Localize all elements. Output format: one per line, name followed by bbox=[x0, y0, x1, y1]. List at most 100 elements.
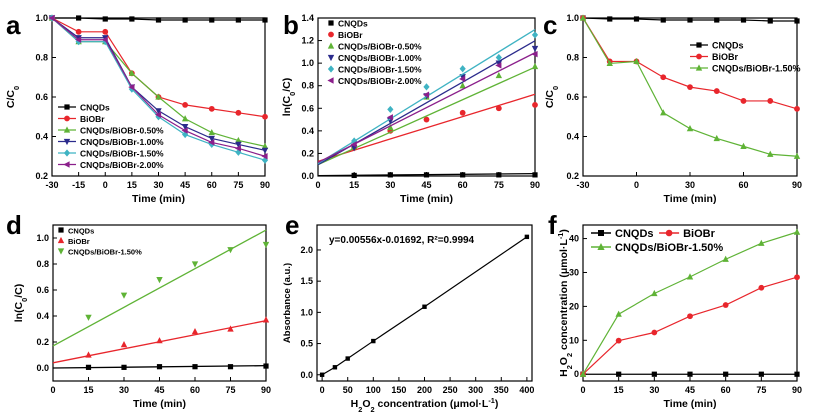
data-point bbox=[128, 69, 136, 76]
x-tick-label: 15 bbox=[83, 385, 93, 395]
legend-marker bbox=[597, 243, 605, 250]
axis-title-part: H bbox=[558, 369, 570, 377]
data-point bbox=[227, 364, 234, 370]
data-point bbox=[606, 59, 613, 67]
data-point bbox=[423, 172, 430, 178]
y-tick-label: 2.0 bbox=[300, 245, 313, 255]
axis-title-part: Absorbance (a.u.) bbox=[282, 263, 293, 343]
legend-marker bbox=[327, 65, 335, 73]
data-point bbox=[156, 337, 163, 344]
panel-letter: c bbox=[543, 10, 557, 40]
legend-marker bbox=[328, 31, 334, 38]
x-tick-label: 45 bbox=[180, 180, 190, 190]
x-tick-label: 60 bbox=[458, 180, 468, 190]
y-axis-title: C/C0 bbox=[5, 86, 21, 108]
legend-label: CNQDs bbox=[68, 227, 94, 236]
y-tick-label: 0 bbox=[574, 369, 579, 379]
y-tick-label: 1.2 bbox=[301, 36, 314, 46]
data-point bbox=[351, 137, 358, 145]
y-tick-label: 0.8 bbox=[35, 53, 48, 63]
data-point bbox=[633, 16, 640, 22]
x-tick-label: 90 bbox=[260, 180, 270, 190]
y-axis-title: Absorbance (a.u.) bbox=[282, 263, 293, 343]
data-point bbox=[262, 316, 270, 323]
data-point bbox=[262, 113, 268, 120]
data-point bbox=[793, 152, 801, 159]
panel-letter: b bbox=[283, 10, 299, 40]
y-axis-title: C/C0 bbox=[544, 86, 560, 108]
data-point bbox=[686, 273, 694, 280]
x-tick-label: 75 bbox=[225, 385, 235, 395]
x-tick-label: 30 bbox=[685, 180, 695, 190]
legend-marker bbox=[696, 53, 702, 60]
data-point bbox=[651, 371, 657, 377]
data-point bbox=[181, 124, 189, 131]
data-point bbox=[758, 239, 765, 246]
y-tick-label: 1.0 bbox=[36, 233, 49, 243]
x-tick-label: 100 bbox=[366, 385, 381, 395]
y-tick-label: 0.8 bbox=[36, 259, 49, 269]
axis-title-part: concentration (μmol·L bbox=[558, 239, 570, 353]
axis-title-part: 0 bbox=[551, 86, 560, 90]
data-point bbox=[607, 16, 613, 22]
x-tick-label: 75 bbox=[494, 180, 504, 190]
data-point bbox=[234, 145, 241, 152]
x-tick-label: 45 bbox=[154, 385, 164, 395]
data-point bbox=[262, 241, 270, 249]
data-point bbox=[423, 116, 430, 123]
legend-label: CNQDs/BiOBr-1.50% bbox=[338, 65, 422, 75]
data-point bbox=[263, 363, 269, 369]
axis-title-part: Time (min) bbox=[133, 398, 186, 410]
fit-equation: y=0.00556x-0.01692, R²=0.9994 bbox=[329, 235, 475, 246]
series-biobr bbox=[580, 274, 800, 378]
data-point bbox=[459, 82, 466, 89]
series-cnqds bbox=[580, 15, 800, 24]
y-tick-label: 40 bbox=[569, 234, 579, 244]
legend-label: CNQDs/BiOBr-2.00% bbox=[338, 76, 422, 86]
series-line bbox=[582, 276, 798, 375]
data-point bbox=[235, 141, 242, 148]
series-cnqds-biobr-1-50- bbox=[52, 229, 270, 347]
series-cnqds-biobr-1-50- bbox=[579, 14, 801, 159]
data-point bbox=[156, 364, 163, 370]
data-point bbox=[722, 302, 729, 308]
y-tick-label: 0.5 bbox=[300, 339, 313, 349]
data-point bbox=[660, 74, 667, 81]
data-point bbox=[660, 109, 667, 116]
data-point bbox=[495, 71, 503, 79]
axis-title-part: 0 bbox=[12, 86, 21, 90]
axis-title-part: O bbox=[362, 398, 370, 410]
data-point bbox=[459, 109, 466, 116]
x-tick-label: 0 bbox=[315, 180, 320, 190]
axis-title-part: 0 bbox=[20, 298, 29, 302]
legend-label: CNQDs/BiOBr-1.50% bbox=[615, 242, 723, 254]
axis-title-part: 2 bbox=[358, 405, 362, 414]
axis-title-part: C/C bbox=[5, 90, 17, 109]
data-point bbox=[75, 38, 82, 46]
x-tick-label: 150 bbox=[391, 385, 406, 395]
axis-title-part: Time (min) bbox=[664, 398, 717, 410]
series-cnqds-biobr-1-50- bbox=[579, 228, 801, 377]
y-tick-label: 0.2 bbox=[301, 148, 314, 158]
legend-label: CNQDs/BiOBr-1.50% bbox=[80, 149, 164, 159]
legend-marker bbox=[695, 64, 703, 71]
fit-line bbox=[317, 93, 536, 162]
axis-title-part: -1 bbox=[488, 396, 495, 405]
y-tick-label: 0.0 bbox=[301, 171, 314, 181]
axis-title-part: -1 bbox=[556, 233, 565, 240]
data-point bbox=[460, 172, 466, 178]
data-point bbox=[794, 18, 800, 24]
y-tick-label: 0.2 bbox=[566, 171, 579, 181]
y-tick-label: 0.2 bbox=[35, 171, 48, 181]
legend-marker bbox=[58, 227, 64, 233]
axis-title-part: /C) bbox=[281, 78, 293, 92]
data-point bbox=[120, 292, 128, 299]
series-cnqds-biobr-2-00- bbox=[48, 14, 268, 160]
panel-e: 0 50 100 150 200 250 300 350 400 0.0 0.5 1.0 1.5 2.0 H… bbox=[282, 210, 534, 414]
legend-label: BiOBr bbox=[68, 237, 90, 246]
legend-label: BiOBr bbox=[338, 30, 363, 40]
data-point bbox=[102, 16, 108, 22]
data-point bbox=[75, 28, 82, 35]
data-point bbox=[182, 102, 189, 108]
